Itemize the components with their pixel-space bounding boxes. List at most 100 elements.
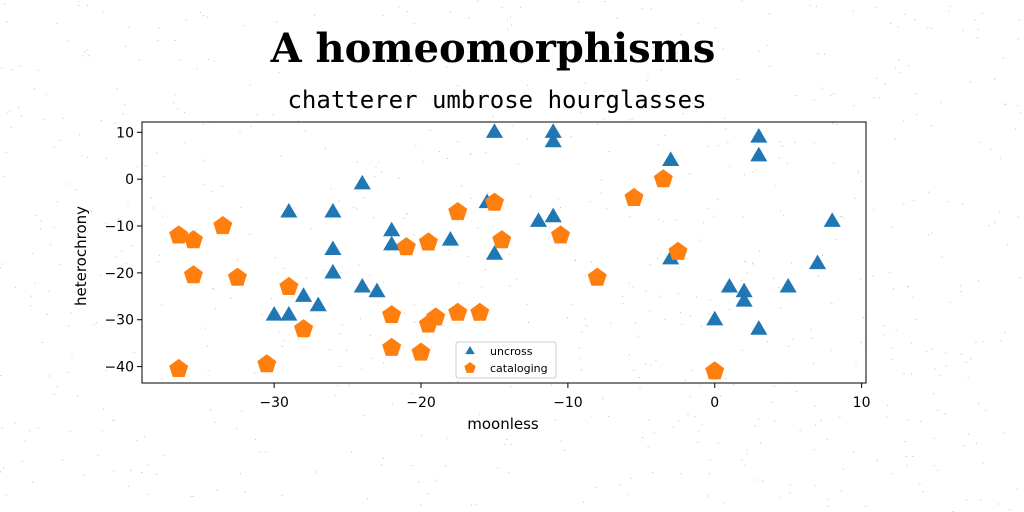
noise-dot: [949, 301, 951, 303]
noise-dot: [86, 4, 88, 6]
noise-dot: [509, 285, 511, 287]
noise-dot: [348, 384, 350, 386]
noise-dot: [59, 264, 61, 266]
noise-dot: [772, 401, 774, 403]
noise-dot: [423, 46, 425, 48]
noise-dot: [658, 218, 660, 220]
noise-dot: [548, 237, 550, 239]
noise-dot: [37, 69, 39, 71]
noise-dot: [161, 378, 163, 380]
noise-dot: [37, 427, 39, 429]
noise-dot: [254, 372, 256, 374]
noise-dot: [853, 451, 854, 453]
noise-dot: [469, 51, 471, 53]
noise-dot: [148, 464, 149, 466]
noise-dot: [760, 442, 762, 444]
noise-dot: [125, 262, 127, 264]
uncross-point: [750, 127, 768, 143]
noise-dot: [504, 443, 506, 445]
y-tick-label: −10: [104, 219, 134, 235]
noise-dot: [653, 46, 654, 48]
cataloging-point: [551, 225, 571, 244]
noise-dot: [93, 324, 95, 326]
noise-dot: [584, 82, 586, 84]
noise-dot: [883, 334, 885, 336]
noise-dot: [982, 462, 984, 464]
noise-dot: [912, 456, 914, 457]
noise-dot: [136, 440, 138, 442]
noise-dot: [338, 200, 340, 202]
noise-dot: [687, 414, 689, 416]
noise-dot: [559, 207, 561, 208]
noise-dot: [707, 208, 709, 210]
noise-dot: [310, 228, 312, 230]
noise-dot: [481, 286, 483, 288]
noise-dot: [795, 95, 797, 96]
noise-dot: [156, 152, 158, 154]
noise-dot: [204, 327, 206, 329]
noise-dot: [469, 154, 471, 156]
noise-dot: [122, 113, 124, 115]
noise-dot: [249, 84, 251, 86]
noise-dot: [244, 491, 246, 493]
noise-dot: [62, 117, 64, 119]
noise-dot: [966, 499, 968, 501]
noise-dot: [937, 409, 939, 411]
noise-dot: [659, 295, 661, 297]
noise-dot: [477, 0, 479, 2]
noise-dot: [832, 122, 834, 124]
noise-dot: [410, 93, 412, 95]
uncross-point: [750, 146, 768, 162]
cataloging-point: [382, 305, 402, 324]
noise-dot: [746, 449, 748, 451]
uncross-point: [529, 212, 548, 227]
noise-dot: [976, 442, 977, 444]
noise-dot: [817, 275, 819, 277]
noise-dot: [394, 105, 396, 107]
noise-dot: [679, 312, 681, 313]
noise-dot: [933, 393, 935, 395]
noise-dot: [83, 474, 85, 476]
noise-dot: [364, 415, 365, 417]
noise-dot: [899, 72, 901, 74]
noise-dot: [890, 347, 892, 349]
y-tick-label: −40: [104, 360, 134, 376]
noise-dot: [658, 143, 659, 145]
noise-dot: [591, 415, 593, 417]
noise-dot: [448, 249, 450, 251]
noise-dot: [898, 59, 900, 61]
uncross-point: [706, 310, 724, 326]
cataloging-point: [411, 342, 431, 361]
y-tick-label: −30: [104, 313, 134, 329]
noise-dot: [461, 185, 463, 187]
noise-dot: [684, 380, 686, 381]
noise-dot: [447, 437, 449, 439]
noise-dot: [353, 207, 355, 209]
noise-dot: [457, 141, 459, 143]
noise-dot: [783, 214, 785, 216]
noise-dot: [43, 118, 45, 120]
noise-dot: [717, 145, 719, 147]
noise-dot: [905, 456, 907, 457]
noise-dot: [694, 416, 696, 418]
noise-dot: [741, 349, 743, 351]
legend-triangle-icon: [465, 346, 475, 355]
noise-dot: [363, 197, 365, 199]
legend-pentagon-icon: [464, 362, 476, 373]
noise-dot: [914, 19, 916, 20]
noise-dot: [891, 359, 893, 361]
noise-dot: [810, 328, 812, 330]
noise-dot: [392, 108, 394, 110]
noise-dot: [415, 145, 417, 147]
noise-dot: [939, 374, 941, 376]
noise-dot: [611, 51, 613, 53]
noise-dot: [660, 69, 662, 71]
noise-dot: [831, 302, 833, 304]
noise-dot: [161, 304, 162, 306]
noise-dot: [786, 162, 788, 164]
noise-dot: [873, 208, 875, 210]
noise-dot: [407, 64, 409, 66]
noise-dot: [442, 325, 444, 327]
noise-dot: [272, 114, 274, 116]
